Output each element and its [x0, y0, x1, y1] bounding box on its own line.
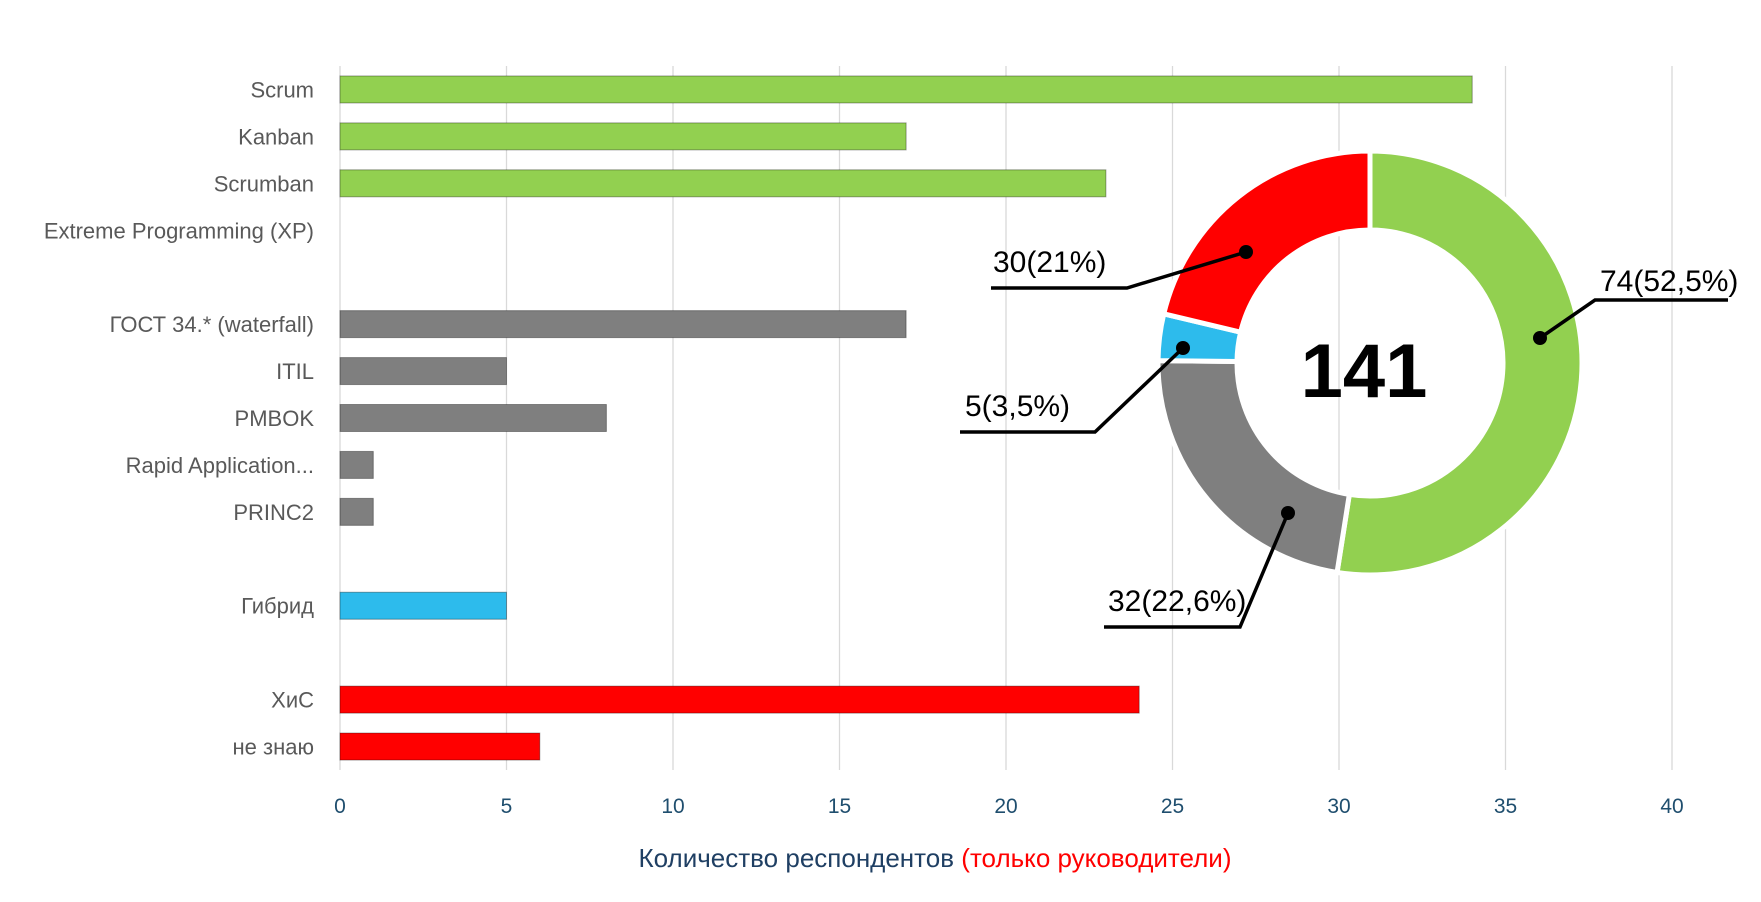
callout-leader-line — [960, 346, 1185, 434]
callout-dot — [1176, 341, 1190, 355]
category-label: Гибрид — [241, 594, 314, 619]
category-label: Scrumban — [214, 171, 314, 196]
bar — [339, 310, 907, 339]
bar — [339, 75, 1473, 104]
donut-slice — [1155, 358, 1353, 576]
x-tick-label: 0 — [334, 795, 346, 818]
x-axis-title-part-1: Количество респондентов — [639, 843, 962, 873]
callout-dot — [1533, 331, 1547, 345]
donut-slice-label: 5(3,5%) — [965, 390, 1070, 423]
x-tick-label: 35 — [1494, 795, 1517, 818]
x-tick-label: 20 — [994, 795, 1017, 818]
bar — [339, 122, 907, 151]
donut-slice — [1334, 148, 1585, 578]
bar — [339, 591, 507, 620]
x-axis-title-part-2: (только руководители) — [961, 843, 1231, 873]
bar — [339, 404, 607, 432]
callout-leader-line — [991, 250, 1247, 290]
donut-slice-label: 74(52,5%) — [1600, 265, 1738, 298]
category-label: PMBOK — [235, 406, 315, 431]
donut-center-total: 141 — [1301, 329, 1428, 414]
x-tick-label: 5 — [501, 795, 513, 818]
bar — [339, 357, 507, 386]
x-tick-label: 30 — [1327, 795, 1350, 818]
x-tick-label: 15 — [828, 795, 851, 818]
callout-leader-line — [1539, 298, 1728, 340]
category-label: ГОСТ 34.* (waterfall) — [110, 312, 314, 337]
callout-leader-line — [1104, 512, 1290, 629]
bar — [339, 685, 1140, 714]
x-tick-label: 25 — [1161, 795, 1184, 818]
donut-slice-label: 32(22,6%) — [1108, 585, 1246, 618]
callout-dot — [1239, 245, 1253, 259]
x-tick-label: 10 — [661, 795, 684, 818]
x-axis-title: Количество респондентов (только руководи… — [639, 843, 1232, 873]
bars-layer — [339, 75, 1473, 761]
x-tick-labels: 0 5 10 15 20 25 30 35 40 — [334, 795, 1684, 818]
donut-callouts: 74(52,5%) 32(22,6%) 5(3,5%) 30(21%) — [960, 245, 1738, 629]
bar — [339, 497, 374, 526]
bar — [339, 732, 541, 761]
x-tick-label: 40 — [1660, 795, 1683, 818]
bar — [339, 450, 374, 479]
callout-dot — [1281, 506, 1295, 520]
category-label: ХиС — [271, 688, 314, 713]
category-label: Extreme Programming (XP) — [44, 218, 314, 243]
category-label: не знаю — [233, 735, 314, 760]
category-label: PRINC2 — [233, 500, 314, 525]
donut-slice — [1160, 148, 1373, 336]
category-label: Kanban — [238, 124, 314, 149]
category-label: ITIL — [276, 359, 314, 384]
category-label: Rapid Application... — [126, 453, 314, 478]
category-labels: Scrum Kanban Scrumban Extreme Programming (… — [44, 77, 315, 759]
category-label: Scrum — [250, 77, 314, 102]
bar — [339, 169, 1107, 198]
donut-slice-label: 30(21%) — [993, 246, 1106, 279]
